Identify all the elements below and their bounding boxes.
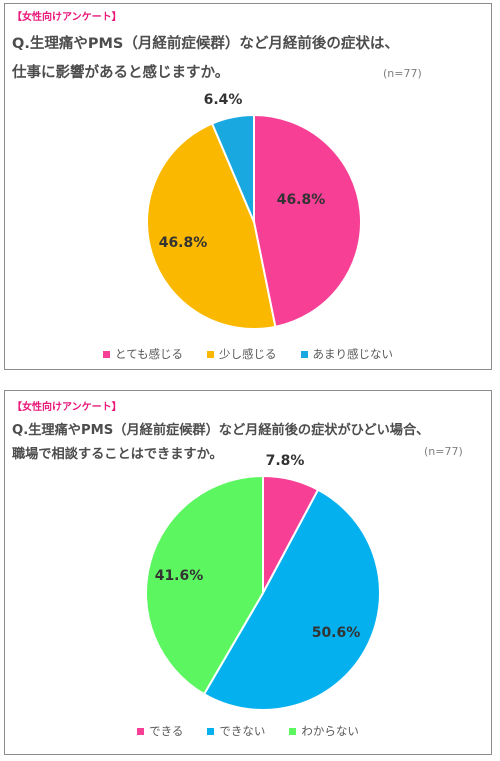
sample-size: (n=77) — [424, 445, 463, 458]
sample-size: (n=77) — [383, 67, 422, 80]
legend-item: とても感じる — [102, 346, 184, 362]
chart-title-line-2: 職場で相談することはできますか。 — [12, 447, 223, 462]
data-label: 46.8% — [277, 192, 326, 208]
legend-item: できない — [207, 723, 265, 739]
legend-swatch — [289, 727, 297, 735]
data-label: 46.8% — [159, 235, 208, 251]
legend-swatch — [137, 727, 145, 735]
legend-swatch — [207, 727, 215, 735]
pie-chart-1: 46.8% 46.8% 6.4% — [146, 92, 362, 330]
legend: とても感じる 少し感じる あまり感じない — [5, 346, 491, 362]
legend-item: 少し感じる — [207, 346, 277, 362]
legend-label: できる — [149, 724, 184, 738]
chart-title-line-1: Q.生理痛やPMS（月経前症候群）など月経前後の症状は、 — [12, 36, 399, 52]
pie-chart-2: 7.8% 50.6% 41.6% — [145, 453, 381, 712]
pie-slice — [210, 113, 255, 223]
legend-label: あまり感じない — [312, 347, 394, 361]
pie-slice — [145, 474, 264, 696]
legend-label: 少し感じる — [219, 347, 277, 361]
pie-slice — [253, 113, 362, 329]
chart-title-line-1: Q.生理痛やPMS（月経前症候群）など月経前後の症状がひどい場合、 — [12, 423, 430, 438]
legend-swatch — [300, 350, 308, 358]
data-label: 7.8% — [266, 453, 305, 469]
legend-label: できない — [219, 724, 266, 738]
data-label: 6.4% — [204, 92, 243, 108]
legend-label: とても感じる — [114, 347, 184, 361]
legend-swatch — [102, 350, 110, 358]
legend-item: あまり感じない — [300, 346, 394, 362]
chart-title: Q.生理痛やPMS（月経前症候群）など月経前後の症状がひどい場合、 職場で相談す… — [12, 419, 482, 467]
data-label: 50.6% — [312, 625, 361, 641]
chart-title-line-2: 仕事に影響があると感じますか。 — [12, 65, 230, 81]
survey-tag: 【女性向けアンケート】 — [12, 12, 122, 23]
legend-item: わからない — [289, 723, 359, 739]
legend-item: できる — [137, 723, 183, 739]
legend: できる できない わからない — [5, 723, 491, 739]
legend-label: わからない — [301, 724, 359, 738]
data-label: 41.6% — [155, 568, 204, 584]
chart-panel-1: 【女性向けアンケート】 Q.生理痛やPMS（月経前症候群）など月経前後の症状は、… — [4, 3, 492, 370]
legend-swatch — [207, 350, 215, 358]
survey-tag: 【女性向けアンケート】 — [12, 402, 122, 413]
pie-slice — [202, 488, 381, 712]
pie-slice — [146, 122, 277, 330]
chart-title: Q.生理痛やPMS（月経前症候群）など月経前後の症状は、 仕事に影響があると感じ… — [12, 30, 482, 88]
chart-panel-2: 【女性向けアンケート】 Q.生理痛やPMS（月経前症候群）など月経前後の症状がひ… — [4, 390, 492, 755]
